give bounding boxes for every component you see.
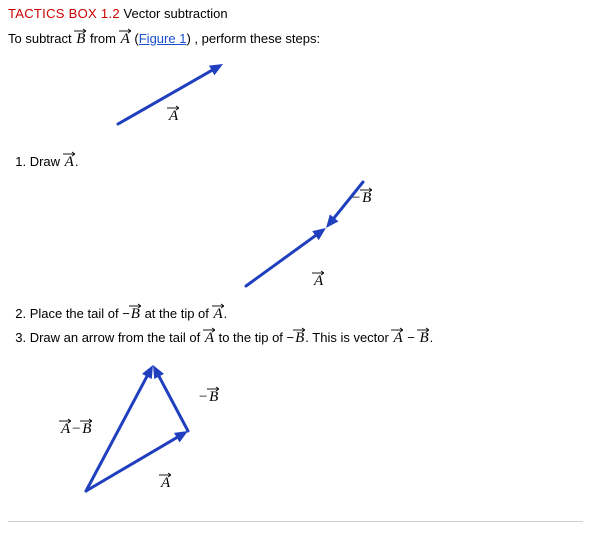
intro-mid1: from [86, 31, 119, 46]
step-2-3: 2. Place the tail of −B at the tip of A.… [8, 304, 583, 350]
intro-pre: To subtract [8, 31, 75, 46]
diagram-1: A [8, 56, 583, 146]
diagram-2-label-a: A [313, 273, 324, 290]
diagram-2-label-neg-b: −B [351, 190, 372, 207]
step-1-text: 1. Draw A. [8, 152, 583, 174]
step-1: 1. Draw A. [8, 152, 583, 174]
vector-a-symbol: A [64, 154, 75, 170]
figure-link[interactable]: Figure 1 [139, 31, 187, 46]
vector-a-symbol: A [213, 306, 224, 322]
vector-b-symbol: B [418, 330, 429, 346]
diagram-3-label-a-minus-b: A−B [60, 421, 92, 438]
diagram-3: A −B A−B [8, 353, 583, 503]
tactics-header: TACTICS BOX 1.2 Vector subtraction [8, 6, 583, 21]
diagram-2: A −B [8, 178, 583, 298]
tactics-label: TACTICS BOX 1.2 [8, 6, 120, 21]
diagram-3-label-neg-b: −B [198, 389, 219, 406]
tactics-title-text: Vector subtraction [124, 6, 228, 21]
intro-line: To subtract B from A (Figure 1) , perfor… [8, 31, 583, 48]
step-2-text: 2. Place the tail of −B at the tip of A. [8, 304, 583, 326]
vector-b-symbol: B [75, 31, 86, 47]
vector-a-symbol: A [120, 31, 131, 47]
intro-post: perform these steps: [198, 31, 320, 46]
diagram-3-label-a: A [160, 475, 171, 492]
step-3-text: 3. Draw an arrow from the tail of A to t… [8, 328, 583, 350]
vector-b-symbol: B [130, 306, 141, 322]
vector-a-symbol: A [392, 330, 403, 346]
vector-b-symbol: B [294, 330, 305, 346]
vector-a-symbol: A [204, 330, 215, 346]
diagram-1-svg [8, 56, 248, 146]
diagram-3-svg [8, 353, 308, 503]
diagram-1-label-a: A [168, 108, 179, 125]
